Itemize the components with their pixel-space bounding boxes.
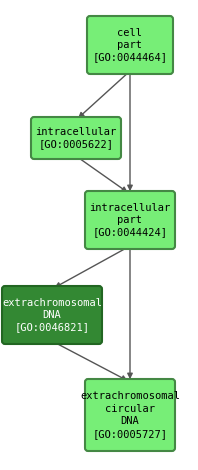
Text: extrachromosomal
DNA
[GO:0046821]: extrachromosomal DNA [GO:0046821] — [2, 298, 102, 332]
FancyBboxPatch shape — [2, 286, 102, 344]
Text: intracellular
part
[GO:0044424]: intracellular part [GO:0044424] — [89, 203, 171, 237]
FancyBboxPatch shape — [87, 16, 173, 74]
Text: intracellular
[GO:0005622]: intracellular [GO:0005622] — [35, 127, 117, 149]
FancyBboxPatch shape — [31, 117, 121, 159]
Text: extrachromosomal
circular
DNA
[GO:0005727]: extrachromosomal circular DNA [GO:000572… — [80, 392, 180, 439]
FancyBboxPatch shape — [85, 379, 175, 451]
Text: cell
part
[GO:0044464]: cell part [GO:0044464] — [92, 28, 168, 63]
FancyBboxPatch shape — [85, 191, 175, 249]
